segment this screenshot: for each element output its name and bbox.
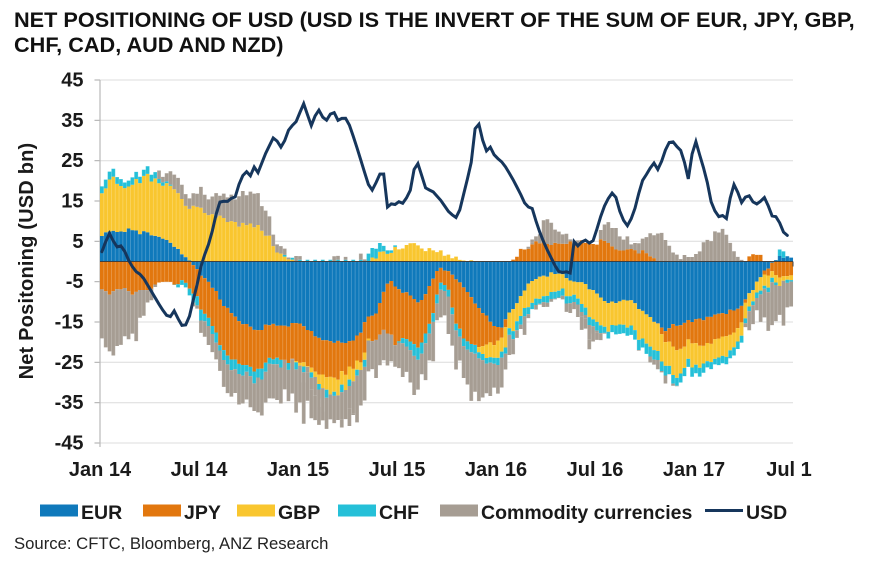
svg-text:-5: -5 <box>66 271 84 293</box>
svg-text:USD: USD <box>746 502 787 524</box>
svg-text:Jan 17: Jan 17 <box>663 459 725 481</box>
svg-text:Jan 15: Jan 15 <box>267 459 329 481</box>
svg-text:Net Positoning (USD bn): Net Positoning (USD bn) <box>16 143 38 380</box>
svg-text:Jul 1: Jul 1 <box>766 459 812 481</box>
svg-text:Jul 15: Jul 15 <box>369 459 426 481</box>
svg-text:Jan 14: Jan 14 <box>69 459 132 481</box>
svg-text:25: 25 <box>61 150 83 172</box>
svg-text:Commodity currencies: Commodity currencies <box>481 502 692 524</box>
svg-text:-45: -45 <box>55 433 84 455</box>
svg-text:EUR: EUR <box>81 502 122 524</box>
svg-text:CHF: CHF <box>379 502 419 524</box>
svg-text:CHF, CAD, AUD AND NZD): CHF, CAD, AUD AND NZD) <box>14 32 283 57</box>
svg-text:JPY: JPY <box>184 502 221 524</box>
svg-text:15: 15 <box>61 191 83 213</box>
svg-text:Jan 16: Jan 16 <box>465 459 527 481</box>
svg-text:45: 45 <box>61 70 83 92</box>
svg-text:-15: -15 <box>55 312 84 334</box>
svg-text:NET POSITIONING OF USD (USD IS: NET POSITIONING OF USD (USD IS THE INVER… <box>14 7 855 32</box>
svg-text:-35: -35 <box>55 392 84 414</box>
svg-text:5: 5 <box>72 231 83 253</box>
svg-text:Jul 16: Jul 16 <box>567 459 624 481</box>
svg-text:GBP: GBP <box>278 502 320 524</box>
svg-text:35: 35 <box>61 110 83 132</box>
svg-text:Source: CFTC, Bloomberg, ANZ R: Source: CFTC, Bloomberg, ANZ Research <box>14 534 328 553</box>
svg-text:Jul 14: Jul 14 <box>171 459 229 481</box>
svg-text:-25: -25 <box>55 352 84 374</box>
